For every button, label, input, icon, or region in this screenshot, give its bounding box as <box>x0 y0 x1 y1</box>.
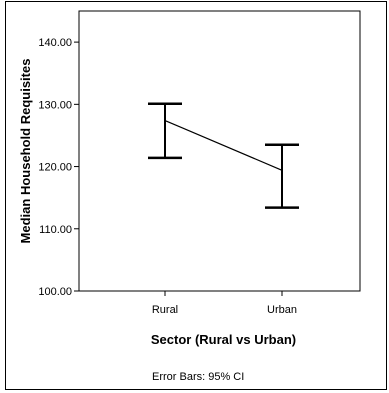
y-tick-label: 100.00 <box>38 286 72 298</box>
x-tick-label: Urban <box>267 304 297 316</box>
chart-frame <box>5 1 387 390</box>
x-axis-ticks: Rural Urban <box>152 291 297 316</box>
y-tick-label: 130.00 <box>38 99 72 111</box>
x-tick-label: Rural <box>152 304 178 316</box>
error-bars-note: Error Bars: 95% CI <box>152 371 244 383</box>
y-axis-ticks: 100.00 110.00 120.00 130.00 140.00 <box>38 37 79 298</box>
plot-area <box>78 10 361 292</box>
y-tick-label: 110.00 <box>39 224 72 236</box>
y-tick-label: 140.00 <box>38 37 72 49</box>
chart-marks <box>148 102 299 209</box>
y-tick-label: 120.00 <box>38 162 72 174</box>
x-axis-title: Sector (Rural vs Urban) <box>151 332 296 347</box>
mean-line <box>164 119 283 171</box>
y-axis-title: Median Household Requisites <box>18 59 33 244</box>
